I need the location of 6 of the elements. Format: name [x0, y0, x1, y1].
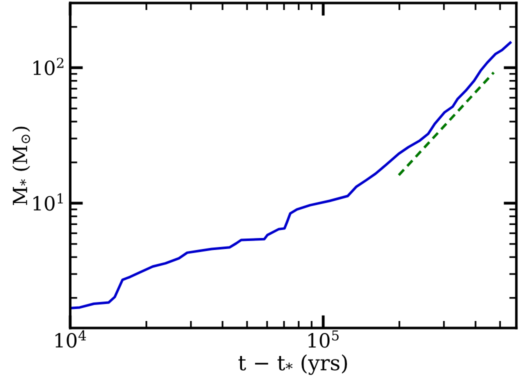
x-tick-label: 10$^{5}$	[308, 330, 339, 348]
y-tick-label: 10$^{1}$	[33, 193, 63, 211]
y-axis-title: M$_{*}$ (M$_{⊙}$)	[12, 126, 30, 205]
y-tick-label: 10$^{2}$	[33, 58, 64, 76]
x-axis-title: t − t$_{*}$ (yrs)	[238, 354, 347, 375]
x-tick-label: 10$^{4}$	[55, 330, 86, 348]
